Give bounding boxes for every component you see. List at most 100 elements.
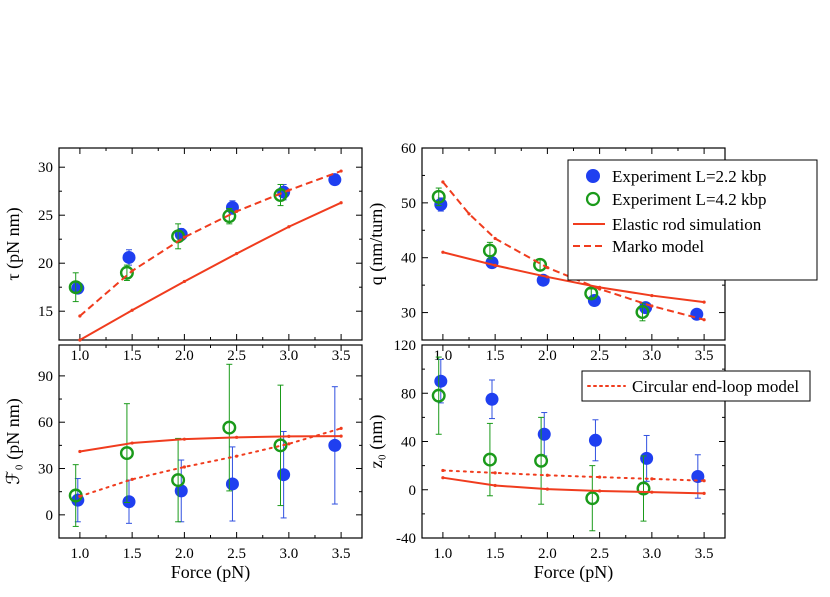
F0-elastic-rod-simulation-point — [130, 441, 134, 445]
z0-experiment-l-2-2-kbp-point — [588, 433, 602, 447]
F0-experiment-l-2-2-kbp-point — [277, 468, 291, 482]
tau-ytick-label: 30 — [38, 160, 53, 176]
F0-ytick-label: 0 — [46, 508, 54, 524]
z0-circular-end-loop-model-point — [650, 477, 654, 481]
q-elastic-rod-simulation-point — [545, 275, 549, 279]
z0-xtick-label: 2.0 — [538, 546, 557, 562]
tau-experiment-l-2-2-kbp-point — [328, 173, 342, 187]
q-experiment-l-4-2-kbp-point — [482, 243, 497, 258]
legend-marker-exp-2-2 — [586, 169, 600, 183]
tau-xtick-label: 3.5 — [332, 348, 351, 364]
tau-experiment-l-4-2-kbp-point — [273, 188, 288, 203]
z0-ytick-label: 120 — [394, 338, 417, 354]
panel-F0: 1.0 1.5 2.0 2.5 3.0 3.5 0 30 60 90 ℱ₀ (pN nm) Force… — [3, 344, 363, 583]
F0-circular-end-loop-model-point — [235, 454, 239, 458]
q-xtick-label: 2.0 — [538, 348, 557, 364]
tau-experiment-l-2-2-kbp-point — [122, 250, 136, 264]
legend-label-exp-2-2: Experiment L=2.2 kbp — [612, 167, 767, 186]
tau-experiment-l-4-2-kbp-point — [222, 209, 237, 224]
q-marko-model-point — [545, 265, 549, 270]
z0-elastic-rod-simulation-point — [702, 491, 706, 495]
tau-axes-frame — [58, 147, 363, 341]
q-experiment-l-4-2-kbp-point — [533, 257, 548, 272]
z0-xtick-label: 1.5 — [486, 546, 505, 562]
tau-ylabel: τ (pN nm) — [3, 207, 24, 280]
F0-circular-end-loop-model-point — [182, 465, 186, 469]
q-ytick-label: 60 — [401, 141, 416, 157]
q-marko-model-point — [493, 236, 497, 241]
tau-elastic-rod-simulation-point — [287, 225, 291, 229]
F0-experiment-l-4-2-kbp-point — [273, 438, 288, 453]
F0-elastic-rod-simulation-point — [78, 449, 82, 454]
F0-xtick-label: 1.0 — [71, 546, 90, 562]
z0-experiment-l-4-2-kbp-point — [431, 388, 446, 403]
tau-elastic-rod-simulation-point — [130, 308, 134, 312]
F0-experiment-l-4-2-kbp-point — [119, 446, 134, 461]
F0-xtick-label: 3.0 — [279, 546, 298, 562]
tau-elastic-rod-simulation-point — [182, 279, 186, 284]
legend-top-box — [567, 159, 818, 281]
F0-circular-end-loop-model-point — [78, 494, 82, 498]
F0-experiment-l-4-2-kbp-point — [171, 473, 186, 488]
q-elastic-rod-simulation-point — [650, 293, 654, 298]
F0-experiment-l-2-2-kbp-point — [328, 438, 342, 452]
z0-experiment-l-2-2-kbp-point — [485, 392, 499, 406]
F0-experiment-l-2-2-kbp-point — [225, 477, 239, 491]
z0-circular-end-loop-model-point — [493, 471, 497, 475]
tau-ytick-label: 25 — [38, 208, 53, 224]
legend-label-marko: Marko model — [612, 237, 704, 256]
z0-xtick-label: 3.5 — [695, 546, 714, 562]
z0-elastic-rod-simulation-line — [442, 476, 705, 495]
q-marko-model-point — [650, 304, 654, 308]
tau-marko-model-point — [182, 235, 186, 239]
q-marko-model-point — [702, 318, 706, 322]
z0-ytick-label: 0 — [409, 483, 417, 499]
legend-label-end-loop: Circular end-loop model — [632, 377, 799, 396]
z0-ytick-label: 80 — [401, 386, 416, 402]
z0-ylabel: z₀ (nm) — [366, 415, 387, 469]
z0-xtick-label: 1.0 — [434, 546, 453, 562]
z0-elastic-rod-simulation-point — [441, 476, 445, 480]
F0-elastic-rod-simulation-point — [287, 434, 291, 439]
F0-experiment-l-2-2-kbp-point — [122, 495, 136, 509]
tau-elastic-rod-simulation-point — [235, 252, 239, 256]
tau-marko-model-point — [287, 188, 291, 192]
z0-experiment-l-4-2-kbp-point — [636, 481, 651, 496]
tau-xtick-label: 1.5 — [123, 348, 142, 364]
q-experiment-l-4-2-kbp-point — [431, 189, 446, 204]
F0-circular-end-loop-model-point — [339, 426, 343, 430]
tau-ytick-label: 15 — [38, 304, 53, 320]
legend-label-elastic: Elastic rod simulation — [612, 215, 762, 234]
tau-marko-model-point — [78, 314, 82, 318]
z0-ytick-label: 40 — [401, 435, 416, 451]
tau-elastic-rod-simulation-line — [79, 201, 342, 341]
F0-experiment-l-4-2-kbp-point — [222, 420, 237, 435]
F0-xlabel: Force (pN) — [171, 562, 250, 583]
z0-circular-end-loop-model-point — [441, 468, 445, 473]
tau-elastic-rod-simulation-point — [339, 201, 343, 205]
z0-experiment-l-2-2-kbp-point — [434, 374, 448, 388]
F0-elastic-rod-simulation-line — [79, 435, 342, 453]
F0-elastic-rod-simulation-point — [182, 437, 186, 441]
z0-xtick-label: 3.0 — [642, 546, 661, 562]
F0-elastic-rod-simulation-point — [235, 435, 239, 439]
z0-experiment-l-4-2-kbp-point — [482, 452, 497, 467]
z0-elastic-rod-simulation-point — [493, 483, 497, 488]
F0-axes-frame — [58, 344, 363, 539]
F0-ytick-label: 60 — [38, 415, 53, 431]
q-elastic-rod-simulation-point — [702, 300, 706, 304]
tau-elastic-rod-simulation-point — [78, 338, 82, 342]
tau-marko-model-point — [130, 269, 134, 273]
q-ytick-label: 30 — [401, 306, 416, 322]
legend-top: Experiment L=2.2 kbp Experiment L=4.2 kb… — [567, 159, 818, 281]
F0-ytick-label: 30 — [38, 462, 53, 478]
F0-circular-end-loop-model-line — [78, 427, 343, 498]
tau-marko-model-point — [339, 169, 343, 173]
q-experiment-l-4-2-kbp-point — [584, 286, 599, 301]
z0-circular-end-loop-model-point — [702, 479, 706, 483]
z0-xtick-label: 2.5 — [590, 546, 609, 562]
z0-elastic-rod-simulation-point — [598, 489, 602, 493]
F0-elastic-rod-simulation-point — [339, 434, 343, 438]
tau-experiment-l-4-2-kbp-point — [119, 265, 134, 280]
